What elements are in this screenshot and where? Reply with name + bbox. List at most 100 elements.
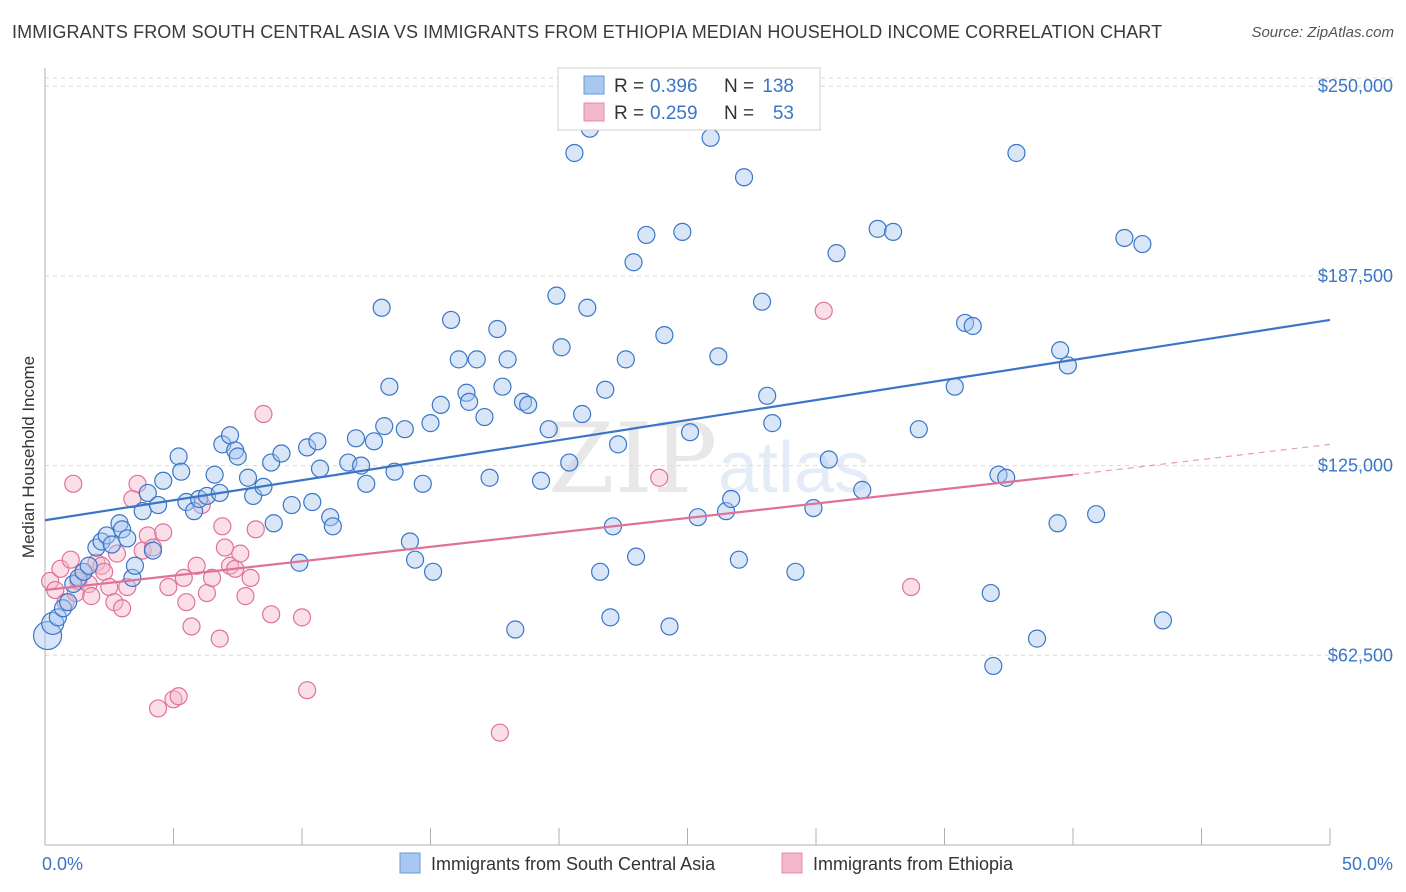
ethiopia-point (202, 568, 222, 588)
ethiopia-point (187, 556, 206, 575)
ethiopia-point (95, 562, 114, 581)
y-tick-label: $187,500 (1318, 266, 1393, 286)
south-central-asia-point (102, 535, 121, 554)
south-central-asia-point (375, 417, 394, 436)
south-central-asia-point (1087, 505, 1106, 524)
south-central-asia-point (722, 489, 741, 509)
ethiopia-point (254, 404, 273, 424)
south-central-asia-point (1133, 234, 1152, 254)
south-central-asia-point (981, 583, 1000, 603)
y-axis-label: Median Household Income (19, 356, 38, 558)
watermark: ZIP atlas (548, 403, 870, 515)
ethiopia-point (169, 687, 188, 706)
south-central-asia-point (513, 392, 533, 411)
south-central-asia-point (552, 338, 571, 357)
ethiopia-point (118, 577, 137, 597)
south-central-asia-point (423, 562, 443, 581)
trend-line-ethiopia-extrapolated (1072, 443, 1331, 476)
legend-swatch-pink (583, 102, 605, 122)
ethiopia-point (292, 608, 312, 627)
watermark-atlas: atlas (718, 428, 870, 508)
south-central-asia-point (421, 414, 440, 433)
south-central-asia-point (380, 377, 399, 396)
south-central-asia-point (758, 386, 777, 405)
series-legend-swatch-pink (781, 852, 803, 874)
south-central-asia-point (626, 547, 646, 566)
trend-line-south-central-asia (44, 318, 1331, 522)
south-central-asia-point (310, 459, 330, 478)
south-central-asia-point (118, 529, 137, 548)
south-central-asia-point (601, 608, 620, 627)
legend-n-value-pink: 53 (773, 103, 794, 124)
ethiopia-point (128, 474, 147, 493)
south-central-asia-point (459, 392, 479, 411)
south-central-asia-point (827, 244, 846, 263)
south-central-asia-point (172, 462, 191, 481)
ethiopia-point (241, 568, 260, 588)
ethiopia-point (210, 629, 229, 648)
south-central-asia-point (148, 495, 168, 515)
south-central-asia-point (1007, 143, 1026, 163)
ethiopia-point (246, 520, 265, 539)
south-central-asia-point (729, 550, 749, 569)
south-central-asia-point (560, 453, 579, 472)
ethiopia-point (100, 577, 119, 597)
legend-r-value-pink: 0.259 (650, 103, 698, 124)
south-central-asia-point (596, 380, 615, 399)
ethiopia-point (490, 723, 509, 742)
south-central-asia-point (413, 474, 432, 493)
south-central-asia-point (97, 526, 116, 545)
south-central-asia-point (573, 404, 592, 424)
ethiopia-point (154, 523, 173, 542)
south-central-asia-point (565, 143, 584, 163)
series-legend: Immigrants from South Central Asia Immig… (399, 852, 1014, 874)
south-central-asia-point (441, 310, 461, 330)
ethiopia-point (262, 605, 281, 624)
chart-title: IMMIGRANTS FROM SOUTH CENTRAL ASIA VS IM… (12, 22, 1163, 42)
south-central-asia-point (169, 447, 188, 466)
legend-swatch-blue (583, 75, 605, 95)
legend-r-value-blue: 0.396 (650, 76, 698, 97)
trend-lines (44, 318, 1331, 592)
ethiopia-point (64, 474, 83, 493)
y-tick-label: $125,000 (1318, 456, 1393, 476)
south-central-asia-point (752, 292, 772, 311)
south-central-asia-point (475, 407, 494, 427)
south-central-asia-point (395, 420, 414, 439)
south-central-asia-point (125, 556, 145, 575)
south-central-asia-point (238, 468, 258, 487)
south-central-asia-point (308, 432, 327, 451)
x-tick-label-max: 50.0% (1342, 854, 1393, 874)
south-central-asia-point (853, 480, 872, 499)
x-tick-label-min: 0.0% (42, 854, 83, 874)
south-central-asia-point (1115, 228, 1134, 248)
ethiopia-point (298, 681, 317, 700)
ethiopia-point (213, 517, 232, 536)
south-central-asia-point (531, 471, 551, 490)
south-central-asia-point (655, 325, 674, 345)
ethiopia-point (61, 550, 80, 569)
south-central-asia-point (48, 608, 67, 627)
south-central-asia-point (431, 395, 450, 415)
source-label: Source: ZipAtlas.com (1251, 24, 1394, 41)
south-central-asia-point (660, 617, 679, 636)
south-central-asia-point (578, 298, 597, 317)
south-central-asia-point (220, 426, 240, 445)
south-central-asia-point (59, 593, 78, 612)
series-legend-label-blue: Immigrants from South Central Asia (431, 854, 716, 874)
y-tick-labels: $62,500 $125,000 $187,500 $250,000 (1318, 76, 1393, 665)
ethiopia-points (41, 301, 921, 742)
south-central-asia-point (498, 350, 517, 369)
south-central-asia-point (154, 471, 173, 490)
south-central-asia-point (609, 435, 628, 454)
south-central-asia-point (228, 447, 247, 466)
south-central-asia-point (616, 350, 635, 369)
south-central-asia-point (673, 222, 692, 241)
south-central-asia-point (539, 420, 558, 439)
south-central-asia-point (264, 514, 283, 533)
south-central-asia-point (282, 495, 301, 515)
ethiopia-point (112, 599, 132, 618)
trend-line-ethiopia (44, 473, 1074, 592)
south-central-asia-point (963, 316, 982, 336)
